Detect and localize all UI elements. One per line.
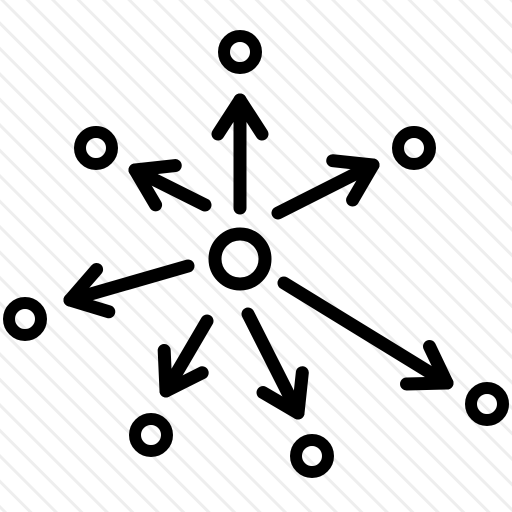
branch-lower-right — [277, 276, 509, 426]
branch-upper-left — [74, 126, 212, 212]
branch-lower-left-node — [129, 413, 173, 457]
branch-down-shaft — [241, 307, 305, 420]
branch-upper-right-node — [392, 126, 436, 170]
branch-left — [3, 259, 195, 341]
branch-upper-right — [271, 126, 436, 220]
branches — [3, 30, 509, 478]
branch-upper-left-node — [74, 126, 118, 170]
branch-upper-right-arrowhead — [326, 154, 380, 207]
branch-lower-right-arrowhead — [400, 339, 454, 391]
branch-up — [211, 30, 269, 215]
branch-upper-left-shaft — [128, 163, 212, 212]
branch-left-node — [3, 297, 47, 341]
branch-lower-left — [129, 314, 214, 457]
branch-lower-right-shaft — [277, 276, 454, 390]
branch-lower-left-shaft — [159, 314, 214, 398]
branch-down-node — [290, 434, 334, 478]
branch-up-arrowhead — [211, 93, 269, 141]
branch-down-arrowhead — [256, 366, 309, 420]
branch-up-node — [218, 30, 262, 74]
branch-left-shaft — [63, 259, 195, 307]
branch-lower-left-arrowhead — [157, 344, 209, 398]
branch-upper-left-arrowhead — [128, 159, 182, 212]
branch-lower-right-node — [465, 382, 509, 426]
branch-down — [241, 307, 334, 478]
branch-upper-right-shaft — [271, 158, 380, 220]
center-node — [208, 227, 272, 291]
branch-left-arrowhead — [63, 262, 116, 319]
